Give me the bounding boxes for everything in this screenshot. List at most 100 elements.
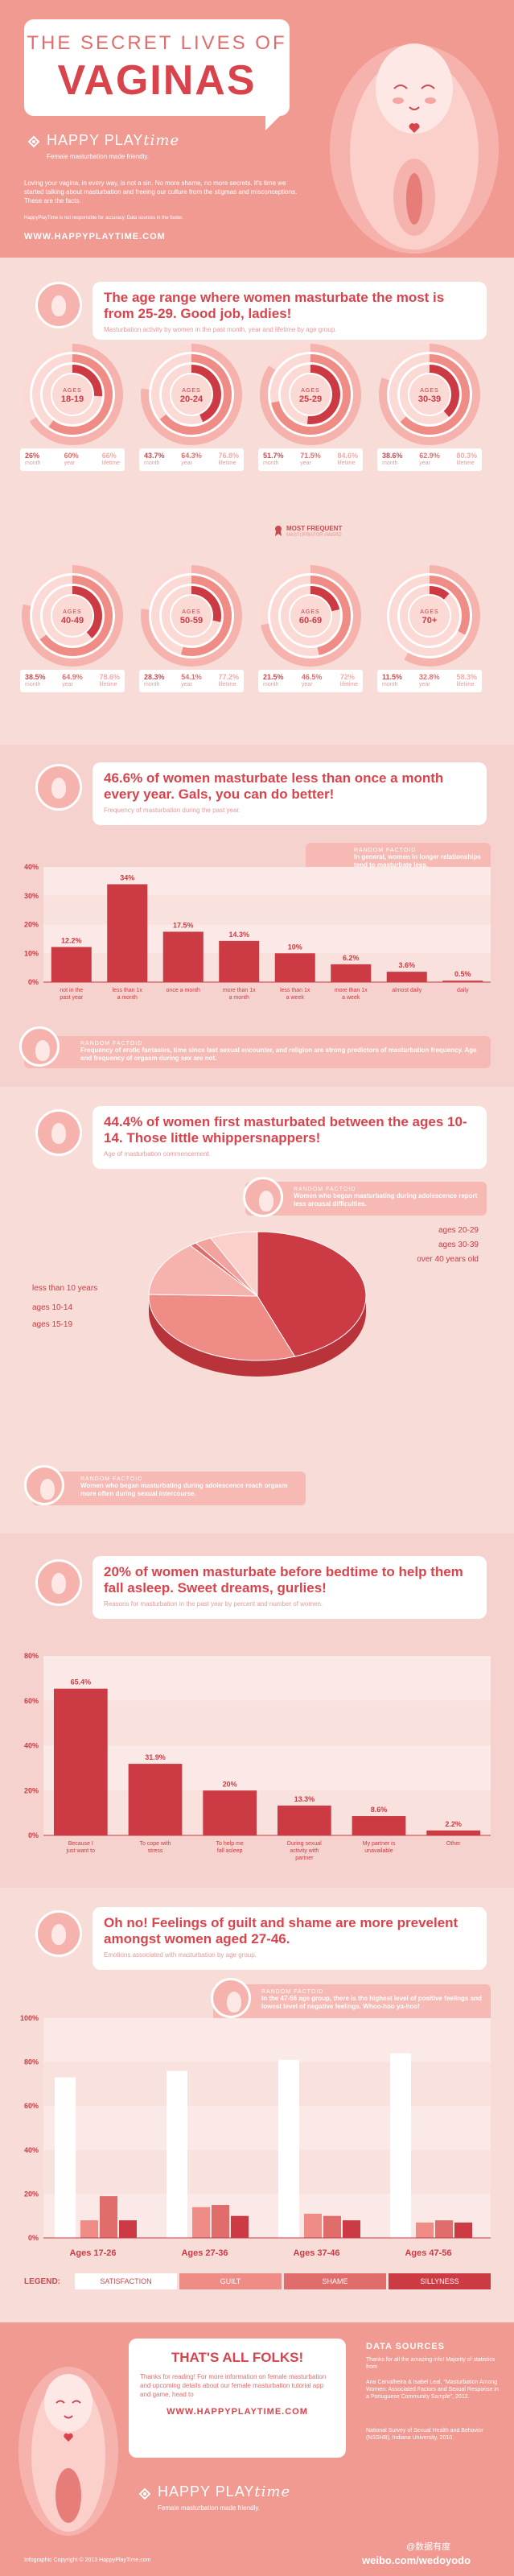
year-ring: [32, 576, 113, 656]
mascot-face-icon: [35, 1910, 82, 1957]
chart-band: [43, 1700, 491, 1746]
age-section: The age range where women masturbate the…: [0, 258, 514, 745]
stat-value: 43.7%: [144, 452, 165, 460]
y-tick-label: 40%: [24, 2146, 39, 2154]
legend-title: LEGEND:: [24, 2277, 60, 2286]
stat-value: 46.5%: [301, 673, 323, 681]
x-tick-label: more than 1x a week: [335, 988, 368, 1001]
stat-label: month: [25, 682, 41, 687]
mascot-face-icon: [19, 1026, 60, 1067]
age-group-label: 70+: [422, 616, 438, 625]
month-ring: [281, 365, 340, 424]
ages-prefix: AGES: [420, 609, 438, 615]
award-icon: [273, 525, 283, 536]
year-ring: [32, 354, 113, 435]
pie-label: less than 10 years: [32, 1284, 97, 1293]
guilt-factoid: RANDOM FACTOID In the 47-56 age group, t…: [213, 1984, 491, 2021]
stat-lifetime: 66% lifetime: [102, 452, 120, 468]
stat-label: year: [181, 460, 192, 466]
stat-lifetime: 77.2% lifetime: [218, 673, 239, 689]
month-ring: [43, 365, 102, 424]
bar: [352, 1816, 406, 1835]
bar-sillyness: [231, 2215, 249, 2238]
lifetime-ring: [22, 565, 123, 667]
header-url[interactable]: WWW.HAPPYPLAYTIME.COM: [24, 232, 166, 242]
bar-shame: [100, 2196, 117, 2238]
x-tick-label: To help me fall asleep: [216, 1841, 244, 1854]
mascot-illustration: [330, 43, 499, 254]
bar: [442, 980, 483, 982]
footer-url[interactable]: WWW.HAPPYPLAYTIME.COM: [167, 2407, 308, 2417]
y-tick-label: 0%: [28, 2234, 39, 2242]
stat-year: 71.5% year: [300, 452, 321, 468]
stat-value: 32.8%: [418, 673, 440, 681]
freq-factoid-2: RANDOM FACTOID Frequency of erotic fanta…: [24, 1036, 491, 1068]
brand-plain: HAPPY PLAY: [47, 132, 144, 148]
mascot-face-icon: [35, 764, 82, 811]
chart-band: [43, 2149, 491, 2194]
month-ring: [162, 365, 221, 424]
source-1: Ana Carvalheira & Isabel Leal, "Masturba…: [366, 2380, 499, 2400]
lifetime-ring: [141, 344, 242, 445]
watermark: weibo.com/wedoyodo: [362, 2554, 471, 2566]
bar: [128, 1764, 183, 1835]
legend-satisfaction: SATISFACTION: [75, 2273, 177, 2289]
ages-prefix: AGES: [63, 388, 81, 394]
stat-value: 60%: [64, 452, 79, 460]
legend-sillyness: SILLYNESS: [389, 2273, 491, 2289]
bar-value-label: 8.6%: [371, 1806, 388, 1814]
age-group-card: AGES 60-69 21.5% month 46.5% year 72% lifetime: [258, 564, 363, 692]
pie-slice: [148, 1294, 296, 1361]
frequency-bar-chart: 0% 10% 20% 30% 40% 12.2% not in the past year 34…: [24, 863, 491, 1001]
age-stats: 26% month 60% year 66% lifetime: [20, 448, 125, 471]
sources-title: DATA SOURCES: [366, 2342, 445, 2351]
legend-shame: SHAME: [284, 2273, 386, 2289]
pie-label: ages 15-19: [32, 1320, 72, 1329]
mascot-face-icon: [35, 282, 82, 328]
stat-value: 78.6%: [99, 673, 120, 681]
brand-name: HAPPY PLAYtime: [47, 132, 179, 149]
factoid-text: Frequency of erotic fantasies, time sinc…: [80, 1046, 477, 1062]
title-line1: THE SECRET LIVES OF: [27, 32, 287, 54]
bar: [51, 947, 92, 982]
pie-label: over 40 years old: [417, 1255, 479, 1264]
ages-prefix: AGES: [182, 388, 200, 394]
ages-prefix: AGES: [182, 609, 200, 615]
bar-shame: [435, 2220, 453, 2238]
age-group-label: 20-24: [180, 394, 204, 404]
mascot-face-icon: [35, 1559, 82, 1606]
factoid-label: RANDOM FACTOID: [80, 1476, 143, 1482]
y-tick-label: 60%: [24, 2102, 39, 2110]
ages-prefix: AGES: [301, 388, 319, 394]
stat-month: 21.5% month: [263, 673, 284, 689]
stat-lifetime: 78.6% lifetime: [99, 673, 120, 689]
x-tick-label: Ages 37-46: [293, 2248, 339, 2258]
stat-month: 11.5% month: [382, 673, 402, 689]
stat-label: lifetime: [456, 682, 475, 687]
freq-headline: 46.6% of women masturbate less than once…: [104, 770, 444, 802]
stat-value: 64.3%: [181, 452, 202, 460]
factoid-text: In the 47-56 age group, there is the hig…: [261, 1995, 482, 2010]
stat-label: year: [62, 682, 73, 687]
footer-mascot-illustration: [19, 2367, 118, 2536]
stat-label: lifetime: [337, 460, 356, 466]
lifetime-ring: [141, 565, 242, 667]
bar: [331, 964, 372, 982]
stat-label: year: [300, 460, 311, 466]
bar: [219, 940, 260, 982]
year-ring: [389, 576, 470, 656]
stat-year: 46.5% year: [302, 673, 323, 689]
bar-value-label: 0.5%: [454, 970, 471, 978]
y-tick-label: 30%: [24, 892, 39, 900]
guilt-headline: Oh no! Feelings of guilt and shame are m…: [104, 1915, 458, 1946]
footer-headline: THAT'S ALL FOLKS!: [171, 2350, 304, 2365]
age-group-label: 18-19: [61, 394, 84, 404]
x-tick-label: daily: [457, 988, 469, 993]
bar-satisfaction: [390, 2053, 411, 2238]
month-ring: [400, 365, 459, 424]
stat-label: month: [263, 460, 279, 466]
factoid-label: RANDOM FACTOID: [354, 848, 417, 853]
stat-label: year: [418, 682, 430, 687]
